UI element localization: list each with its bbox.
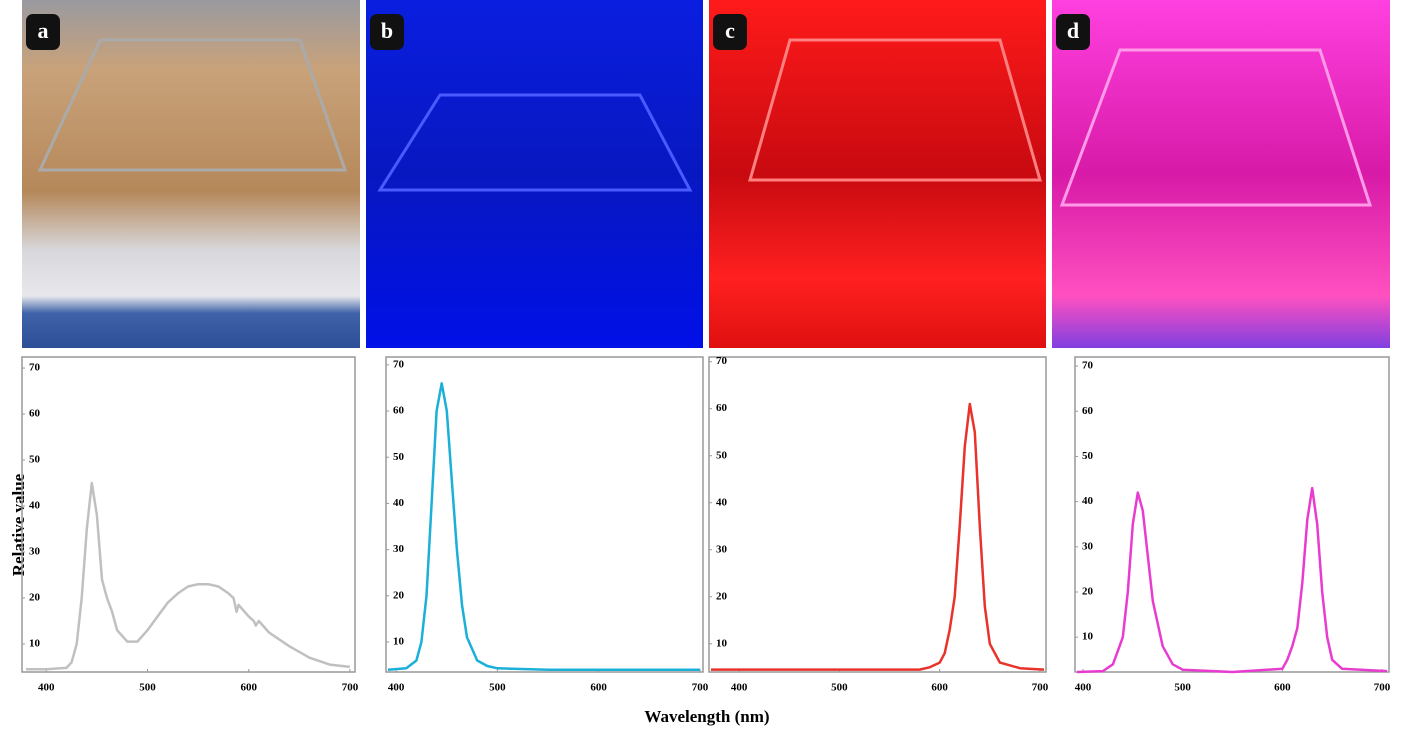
panel-label: a xyxy=(38,18,49,43)
basket-outlines xyxy=(37,38,1373,207)
y-tick-label: 70 xyxy=(716,355,728,367)
photo xyxy=(1052,0,1390,348)
x-tick-label: 400 xyxy=(1075,682,1092,694)
x-tick-label: 700 xyxy=(1374,682,1391,694)
x-tick-label: 500 xyxy=(1174,682,1191,694)
panel-label: b xyxy=(381,18,393,43)
photo xyxy=(709,0,1046,348)
y-tick-label: 60 xyxy=(716,402,728,414)
y-tick-label: 10 xyxy=(393,636,405,648)
x-tick-label: 600 xyxy=(590,682,607,694)
y-tick-label: 60 xyxy=(29,408,41,420)
y-tick-label: 40 xyxy=(1082,495,1094,507)
y-tick-label: 20 xyxy=(716,590,728,602)
y-tick-label: 30 xyxy=(1082,540,1094,552)
y-tick-label: 30 xyxy=(716,543,728,555)
y-tick-label: 10 xyxy=(716,637,728,649)
y-tick-label: 70 xyxy=(29,362,41,374)
plot-frame xyxy=(21,356,356,673)
photo xyxy=(366,0,703,348)
spectrum-line xyxy=(711,402,1045,671)
y-tick-label: 30 xyxy=(29,546,41,558)
y-tick-label: 50 xyxy=(1082,450,1094,462)
x-tick-label: 700 xyxy=(342,682,359,694)
x-axis-label: Wavelength (nm) xyxy=(644,707,769,726)
y-tick-label: 30 xyxy=(393,543,405,555)
panel-label-box xyxy=(26,14,60,50)
y-tick-label: 10 xyxy=(1082,631,1094,643)
plot-frame xyxy=(1074,356,1390,673)
x-tick-label: 400 xyxy=(731,682,748,694)
photo xyxy=(22,0,360,348)
y-tick-label: 20 xyxy=(393,589,405,601)
x-tick-label: 400 xyxy=(38,682,55,694)
panel-label-box xyxy=(370,14,404,50)
y-tick-label: 40 xyxy=(716,496,728,508)
plot-frame xyxy=(385,356,704,673)
spectrum-line xyxy=(26,481,351,671)
y-tick-label: 70 xyxy=(393,358,405,370)
y-axis-label: Relative value xyxy=(9,473,28,576)
x-tick-label: 700 xyxy=(692,682,709,694)
x-tick-label: 400 xyxy=(388,682,405,694)
y-tick-label: 40 xyxy=(393,497,405,509)
panel-label-box xyxy=(713,14,747,50)
panel-label: c xyxy=(725,18,735,43)
y-tick-label: 60 xyxy=(393,405,405,417)
x-tick-label: 600 xyxy=(931,682,948,694)
panel-label-box xyxy=(1056,14,1090,50)
y-tick-label: 50 xyxy=(393,451,405,463)
x-tick-label: 500 xyxy=(489,682,506,694)
y-tick-label: 20 xyxy=(29,591,41,603)
y-tick-label: 40 xyxy=(29,500,41,512)
spectrum-line xyxy=(387,382,700,671)
y-tick-label: 50 xyxy=(29,454,41,466)
x-tick-label: 600 xyxy=(240,682,257,694)
plot-frame xyxy=(708,356,1047,673)
panel-label: d xyxy=(1067,18,1079,43)
y-tick-label: 10 xyxy=(29,637,41,649)
y-tick-label: 60 xyxy=(1082,405,1094,417)
x-tick-label: 500 xyxy=(139,682,156,694)
x-tick-label: 700 xyxy=(1032,682,1049,694)
spectrum-line xyxy=(1076,486,1388,674)
x-tick-label: 600 xyxy=(1274,682,1291,694)
y-tick-label: 70 xyxy=(1082,360,1094,372)
x-tick-label: 500 xyxy=(831,682,848,694)
y-tick-label: 50 xyxy=(716,449,728,461)
y-tick-label: 20 xyxy=(1082,586,1094,598)
